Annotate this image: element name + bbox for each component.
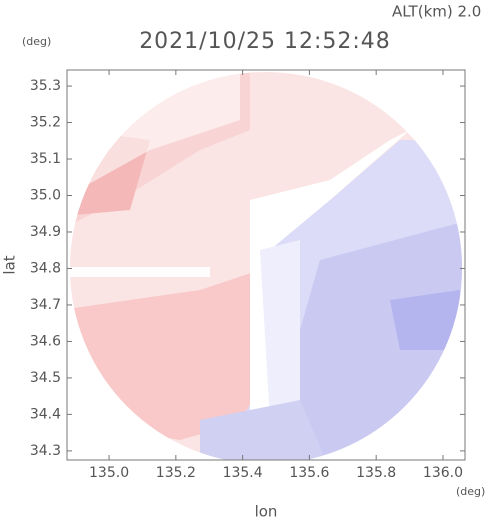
x-tick-label: 135.6 (289, 465, 329, 481)
y-tick-label: 35.2 (30, 115, 61, 131)
y-tick-label: 34.9 (30, 224, 61, 240)
y-tick-label: 34.6 (30, 333, 61, 349)
y-tick-label: 34.3 (30, 443, 61, 459)
x-tick-label: 136.0 (423, 465, 463, 481)
y-tick-label: 35.0 (30, 188, 61, 204)
x-unit: (deg) (456, 485, 485, 498)
y-axis-label: lat (1, 255, 19, 274)
x-tick-label: 135.4 (223, 465, 263, 481)
y-tick-label: 34.4 (30, 406, 61, 422)
x-tick-label: 135.2 (156, 465, 196, 481)
y-tick-label: 35.1 (30, 151, 61, 167)
y-tick-label: 34.8 (30, 260, 61, 276)
y-tick-label: 34.7 (30, 297, 61, 313)
subtitle: ALT(km) 2.0 (392, 3, 481, 21)
radar-field (70, 72, 462, 460)
x-tick-label: 135.8 (356, 465, 396, 481)
y-unit: (deg) (22, 35, 51, 48)
y-tick-label: 35.3 (30, 78, 61, 94)
x-tick-label: 135.0 (89, 465, 129, 481)
x-axis-label: lon (255, 503, 278, 521)
y-tick-label: 34.5 (30, 370, 61, 386)
plot-frame (66, 69, 466, 461)
chart-title: 2021/10/25 12:52:48 (139, 29, 391, 54)
